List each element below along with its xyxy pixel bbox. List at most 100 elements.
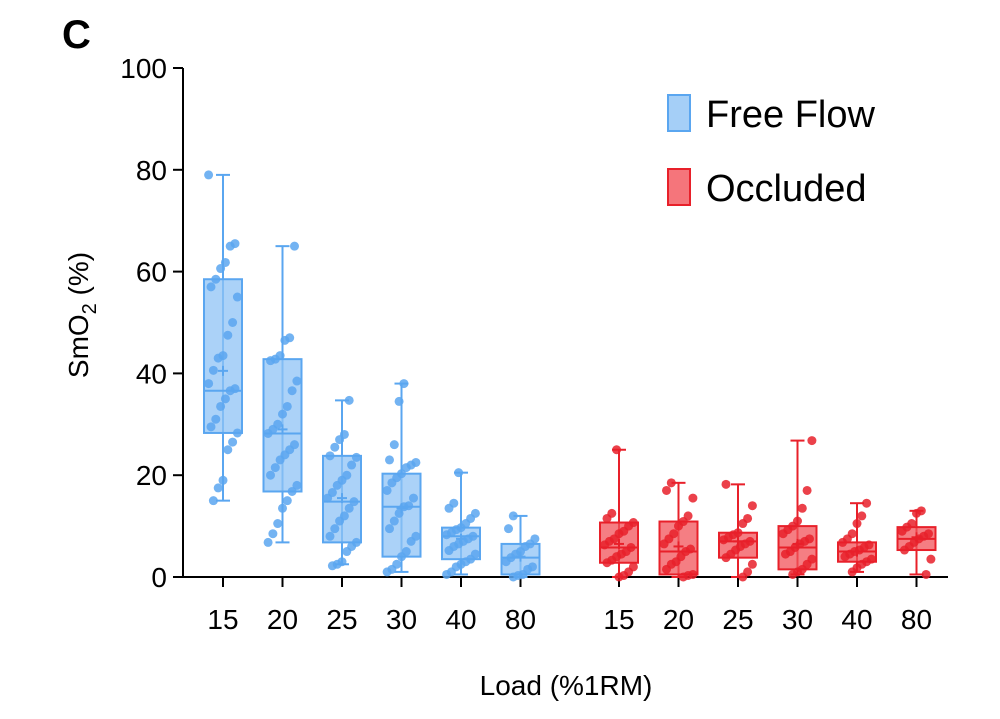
data-point bbox=[232, 292, 242, 302]
data-point bbox=[290, 241, 299, 251]
legend: Free Flow Occluded bbox=[667, 94, 875, 210]
data-point bbox=[282, 401, 292, 411]
data-point bbox=[330, 524, 340, 534]
data-point bbox=[211, 414, 221, 424]
legend-swatch bbox=[667, 168, 691, 206]
y-tick-label: 80 bbox=[136, 155, 167, 186]
data-point bbox=[508, 511, 518, 521]
x-tick-label: 30 bbox=[386, 604, 417, 635]
data-point bbox=[399, 502, 409, 512]
data-point bbox=[218, 475, 228, 485]
data-point bbox=[270, 463, 280, 473]
data-point bbox=[228, 437, 238, 447]
data-point bbox=[223, 330, 233, 340]
data-point bbox=[926, 554, 936, 564]
data-point bbox=[807, 436, 817, 446]
x-axis: 15 20 25 30 40 80 15 20 25 30 40 80 bbox=[183, 576, 948, 635]
y-tick-label: 60 bbox=[136, 257, 167, 288]
data-point bbox=[788, 569, 798, 579]
data-point bbox=[228, 318, 238, 327]
data-point bbox=[504, 524, 513, 534]
data-point bbox=[208, 496, 218, 506]
data-point bbox=[387, 478, 397, 488]
data-point bbox=[921, 569, 931, 579]
data-point bbox=[342, 547, 352, 557]
data-point bbox=[394, 396, 404, 406]
data-point bbox=[216, 264, 226, 274]
data-point bbox=[747, 559, 757, 569]
data-point bbox=[501, 557, 511, 567]
data-point bbox=[394, 508, 404, 518]
data-point bbox=[213, 483, 223, 493]
data-point bbox=[204, 379, 214, 389]
data-point bbox=[268, 529, 278, 539]
data-point bbox=[862, 498, 872, 508]
data-point bbox=[389, 440, 399, 450]
data-point bbox=[802, 485, 812, 495]
data-point bbox=[442, 569, 452, 579]
data-point bbox=[721, 553, 731, 563]
data-point bbox=[323, 493, 333, 503]
data-point bbox=[847, 567, 857, 577]
panel-label: C bbox=[62, 13, 91, 57]
data-point bbox=[232, 428, 242, 438]
data-point bbox=[385, 524, 394, 534]
data-point bbox=[662, 564, 671, 574]
data-point bbox=[662, 485, 671, 495]
data-point bbox=[401, 463, 411, 473]
data-point bbox=[397, 552, 406, 562]
x-tick-label: 20 bbox=[267, 604, 298, 635]
data-point bbox=[220, 394, 230, 404]
data-point bbox=[840, 552, 850, 562]
y-tick-label: 20 bbox=[136, 460, 167, 491]
data-point bbox=[349, 497, 359, 507]
data-point bbox=[223, 445, 233, 455]
data-point bbox=[211, 274, 221, 284]
data-point bbox=[335, 435, 345, 445]
data-point bbox=[614, 572, 624, 582]
data-point bbox=[406, 536, 416, 546]
data-point bbox=[612, 445, 622, 455]
data-point bbox=[216, 401, 226, 411]
x-tick-label: 15 bbox=[207, 604, 238, 635]
data-point bbox=[897, 526, 907, 536]
data-point bbox=[220, 257, 230, 267]
data-point bbox=[600, 540, 610, 550]
data-point bbox=[347, 460, 357, 470]
data-point bbox=[781, 549, 790, 559]
data-point bbox=[678, 572, 688, 582]
data-point bbox=[382, 485, 392, 495]
x-tick-label: 25 bbox=[722, 604, 753, 635]
data-point bbox=[778, 529, 788, 539]
data-point bbox=[208, 365, 218, 375]
data-point bbox=[263, 428, 273, 438]
data-point bbox=[719, 535, 729, 545]
data-point bbox=[278, 409, 287, 419]
data-point bbox=[666, 478, 676, 488]
data-point bbox=[273, 519, 283, 529]
data-point bbox=[344, 395, 354, 405]
data-point bbox=[721, 479, 731, 489]
y-axis-label-unit: (%) bbox=[63, 252, 94, 303]
data-point bbox=[263, 537, 273, 547]
data-point bbox=[335, 516, 345, 526]
data-point bbox=[444, 503, 454, 513]
plot-area bbox=[203, 170, 937, 582]
data-point bbox=[266, 470, 275, 480]
data-point bbox=[399, 379, 409, 389]
data-point bbox=[442, 530, 452, 540]
data-point bbox=[292, 376, 302, 386]
data-point bbox=[382, 567, 392, 577]
x-tick-label: 25 bbox=[326, 604, 357, 635]
data-point bbox=[282, 496, 292, 506]
data-point bbox=[602, 513, 612, 523]
data-point bbox=[266, 356, 275, 366]
data-point bbox=[292, 480, 302, 490]
data-point bbox=[688, 493, 698, 503]
data-point bbox=[325, 531, 335, 541]
y-axis: 0 20 40 60 80 100 bbox=[120, 53, 184, 593]
y-axis-label-main: SmO bbox=[63, 314, 94, 378]
data-point bbox=[385, 455, 394, 465]
legend-swatch bbox=[667, 94, 691, 132]
